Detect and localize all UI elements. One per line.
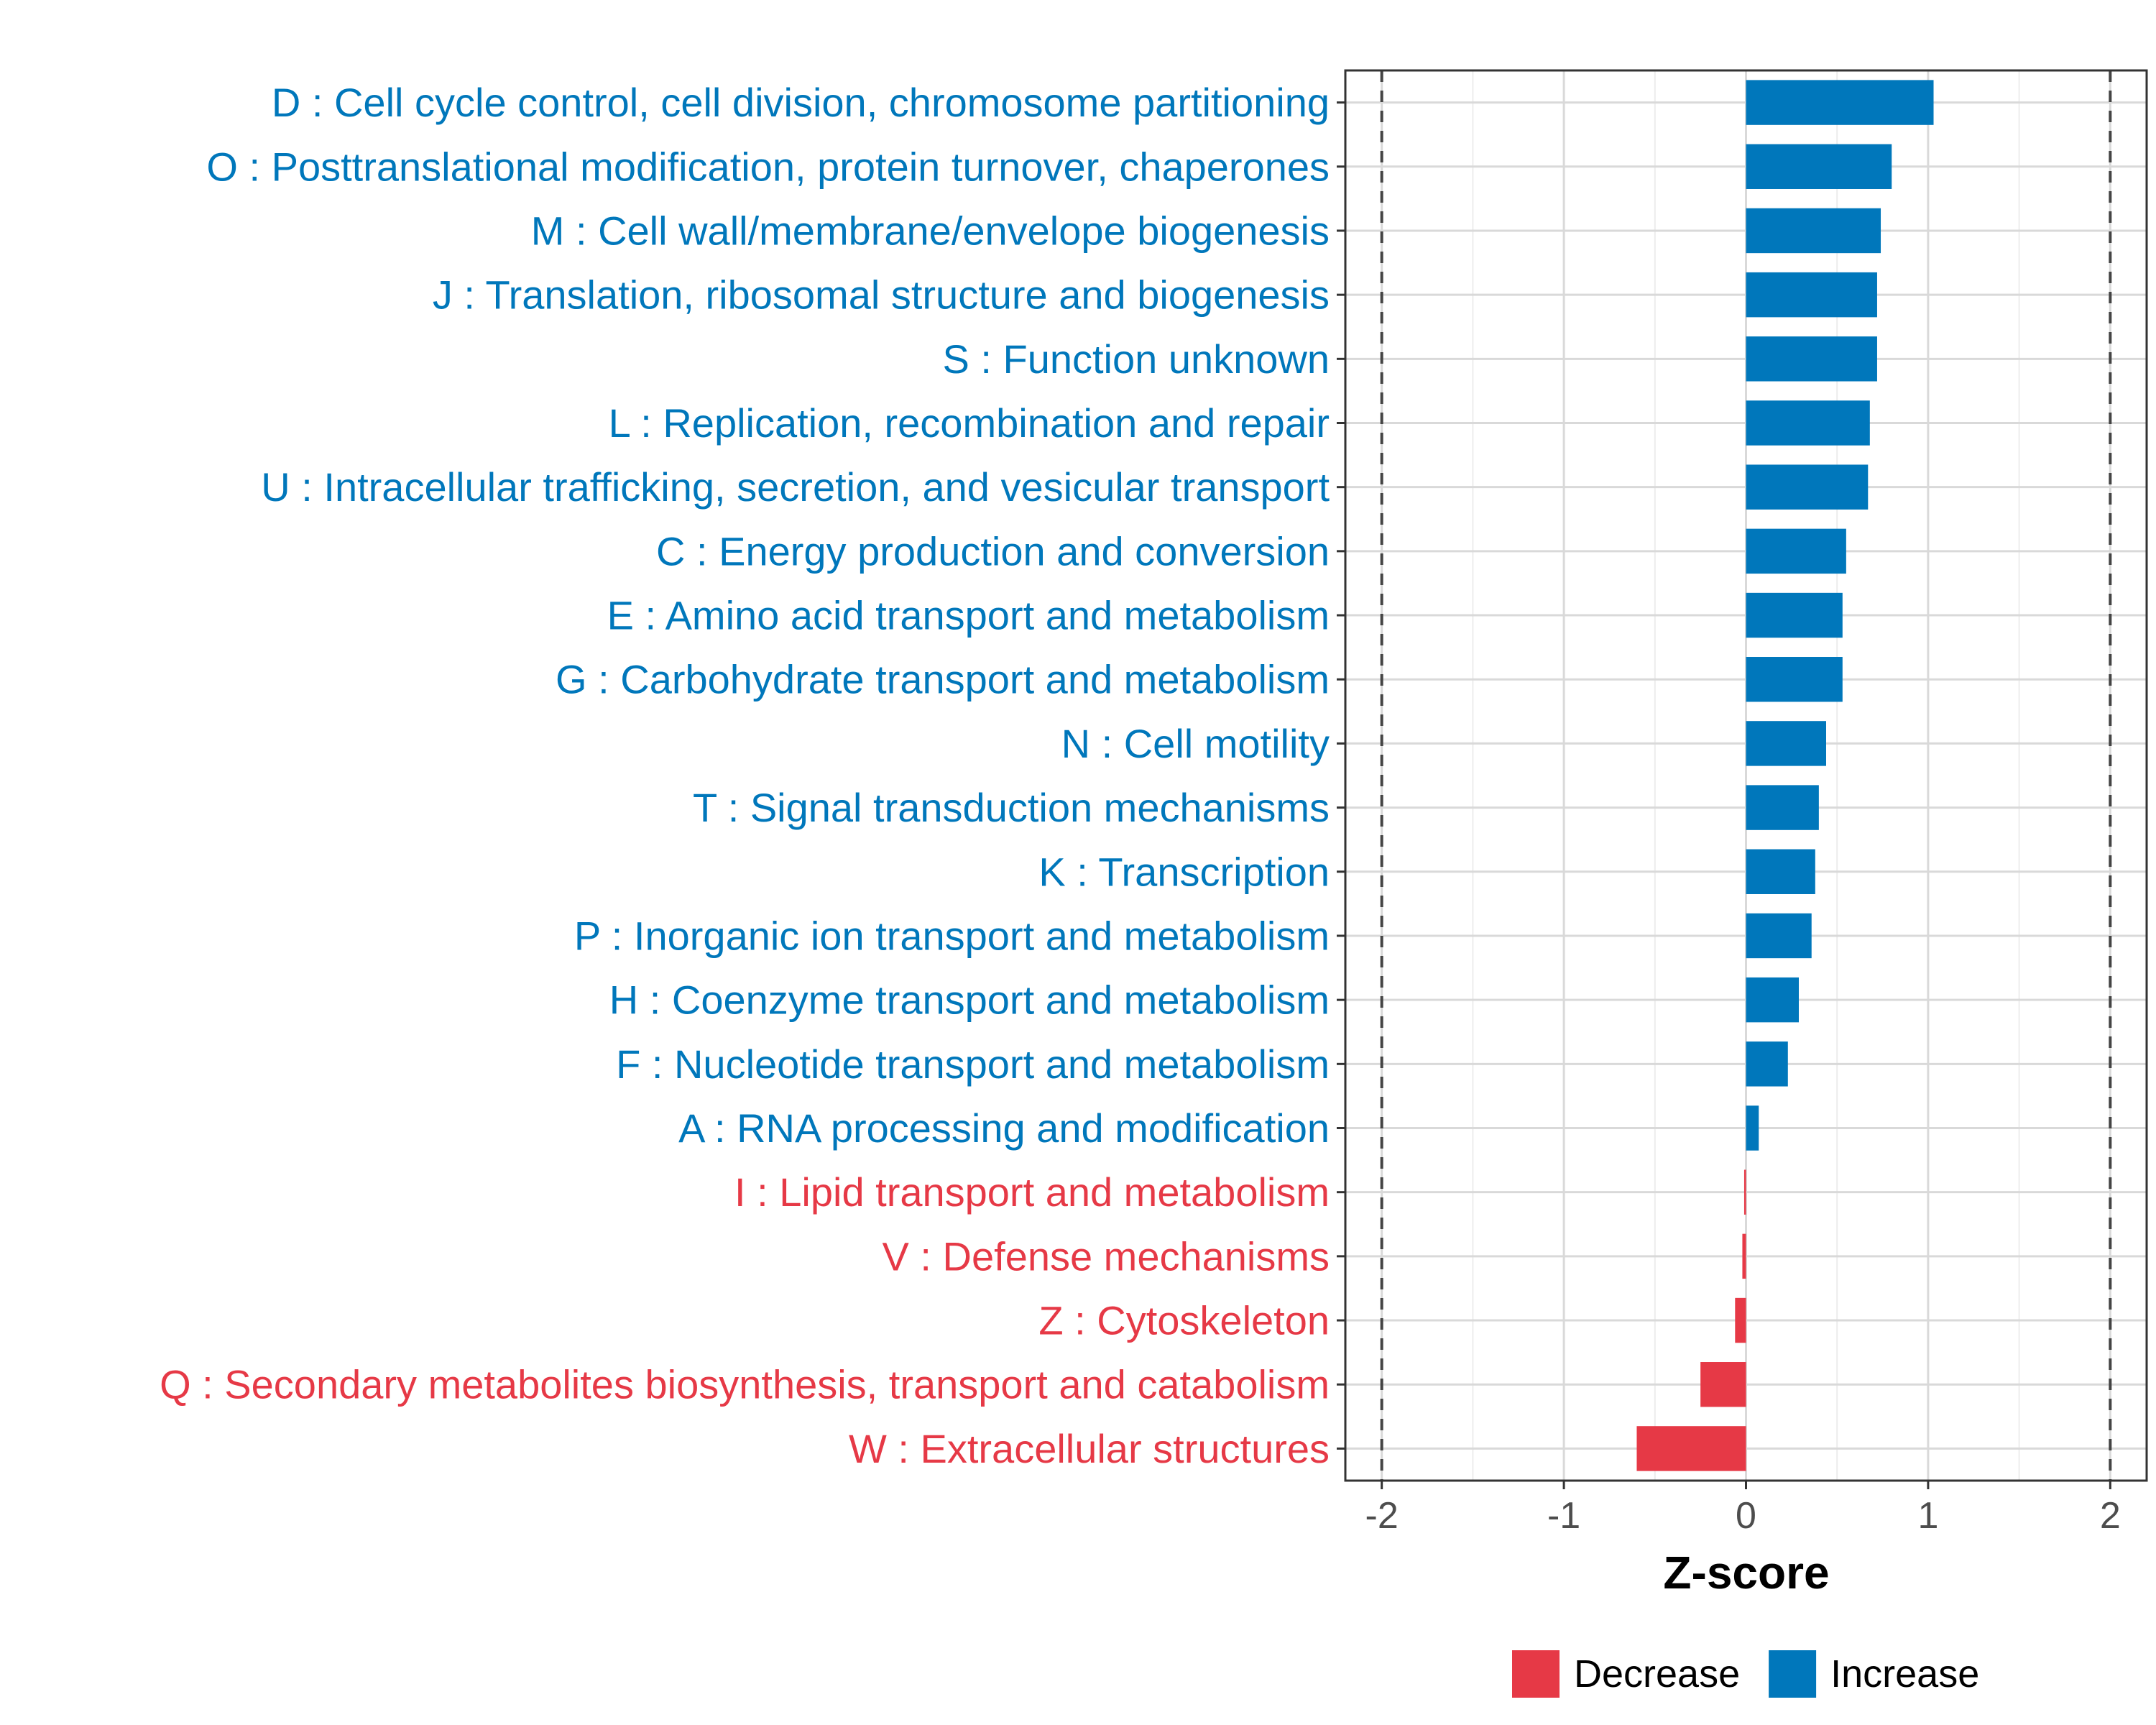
bar — [1636, 1426, 1746, 1471]
legend-label: Decrease — [1574, 1652, 1740, 1696]
bar — [1746, 657, 1843, 702]
bar — [1746, 400, 1870, 446]
x-tick-label: -2 — [1365, 1495, 1399, 1537]
x-tick-label: -1 — [1547, 1495, 1580, 1537]
category-label: Q : Secondary metabolites biosynthesis, … — [160, 1362, 1330, 1407]
category-label: Z : Cytoskeleton — [1038, 1298, 1330, 1343]
y-axis-ticks — [1337, 101, 1345, 1450]
bar — [1743, 1169, 1746, 1215]
category-label: K : Transcription — [1038, 849, 1330, 894]
bar — [1746, 1105, 1759, 1151]
category-label: G : Carbohydrate transport and metabolis… — [556, 657, 1330, 702]
bar — [1742, 1233, 1746, 1279]
bar — [1746, 144, 1892, 189]
category-label: N : Cell motility — [1061, 721, 1330, 766]
category-label: D : Cell cycle control, cell division, c… — [272, 80, 1330, 125]
category-label: E : Amino acid transport and metabolism — [607, 593, 1330, 638]
category-label: U : Intracellular trafficking, secretion… — [261, 464, 1330, 510]
bar — [1746, 336, 1877, 382]
x-axis-title: Z-score — [1663, 1547, 1829, 1598]
legend-label: Increase — [1830, 1652, 1979, 1696]
bar — [1746, 721, 1826, 766]
bar — [1746, 1041, 1788, 1087]
bar — [1746, 592, 1843, 638]
category-label: W : Extracellular structures — [849, 1426, 1330, 1471]
category-label: F : Nucleotide transport and metabolism — [616, 1041, 1330, 1087]
x-tick-label: 0 — [1736, 1495, 1756, 1537]
category-labels: D : Cell cycle control, cell division, c… — [160, 80, 1330, 1471]
category-label: C : Energy production and conversion — [656, 528, 1330, 574]
bars — [1636, 80, 1934, 1471]
category-label: V : Defense mechanisms — [883, 1233, 1330, 1279]
bar — [1746, 208, 1881, 254]
reference-lines — [1380, 70, 2112, 1481]
bar — [1700, 1362, 1746, 1407]
category-label: M : Cell wall/membrane/envelope biogenes… — [531, 208, 1330, 253]
bar — [1746, 849, 1815, 894]
category-label: O : Posttranslational modification, prot… — [206, 144, 1330, 189]
category-label: P : Inorganic ion transport and metaboli… — [574, 913, 1330, 958]
legend: Decrease Increase — [1512, 1650, 1979, 1698]
bar — [1746, 977, 1799, 1023]
category-label: T : Signal transduction mechanisms — [693, 785, 1330, 830]
bar — [1746, 528, 1846, 574]
bar — [1746, 913, 1812, 959]
category-label: L : Replication, recombination and repai… — [609, 400, 1330, 446]
x-tick-label: 2 — [2100, 1495, 2121, 1537]
category-label: I : Lipid transport and metabolism — [734, 1169, 1330, 1215]
legend-key — [1512, 1650, 1560, 1698]
bar — [1746, 464, 1869, 510]
legend-key — [1769, 1650, 1817, 1698]
bar — [1746, 272, 1877, 318]
bar — [1735, 1297, 1746, 1343]
bar — [1746, 785, 1819, 830]
x-tick-label: 1 — [1917, 1495, 1938, 1537]
category-label: H : Coenzyme transport and metabolism — [609, 978, 1330, 1023]
category-label: A : RNA processing and modification — [678, 1105, 1330, 1151]
x-axis-ticks: -2 -1 0 1 2 — [1365, 1481, 2121, 1537]
category-label: J : Translation, ribosomal structure and… — [433, 272, 1330, 318]
category-label: S : Function unknown — [942, 336, 1330, 382]
bar — [1746, 80, 1934, 125]
